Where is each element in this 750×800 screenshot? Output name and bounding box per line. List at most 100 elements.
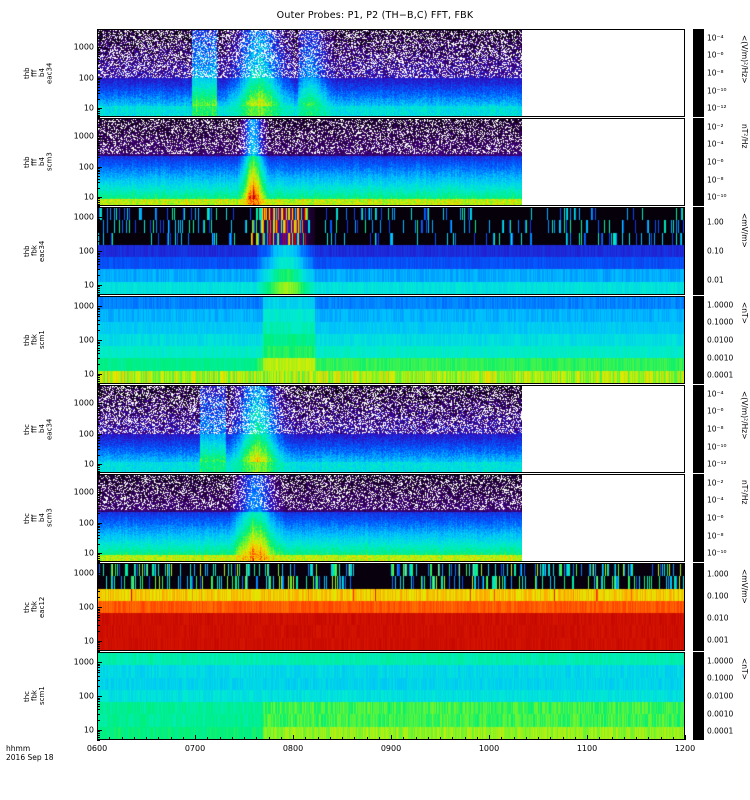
y-tick-mark — [97, 696, 102, 697]
x-tick-mark — [587, 735, 588, 740]
x-minor-tick — [477, 737, 478, 740]
panel-data-image — [98, 386, 522, 472]
y-minor-tick — [97, 254, 100, 256]
y-minor-tick — [97, 313, 100, 315]
colorbar-8 — [693, 652, 704, 740]
y-minor-tick — [97, 112, 100, 114]
x-minor-tick — [526, 737, 527, 740]
y-minor-tick — [97, 206, 100, 207]
y-minor-tick — [97, 252, 100, 254]
colorbar-tick-label: 10⁻⁴ — [707, 495, 724, 505]
y-tick-mark — [97, 196, 102, 198]
colorbar-tick-label: 10⁻² — [707, 478, 724, 488]
y-minor-tick — [97, 574, 100, 576]
y-minor-tick — [97, 198, 100, 200]
colorbar-1 — [693, 29, 704, 117]
y-minor-tick — [97, 78, 100, 80]
x-minor-tick — [673, 737, 674, 740]
colorbar-tick-label: 10⁻⁴ — [707, 33, 724, 43]
x-minor-tick — [354, 737, 355, 740]
colorbar-tick-label: 10⁻⁸ — [707, 68, 724, 78]
y-minor-tick — [97, 731, 100, 733]
y-tick-mark — [97, 306, 102, 308]
y-minor-tick — [97, 203, 100, 205]
y-minor-tick — [97, 531, 100, 533]
x-tick-label: 0800 — [282, 744, 304, 753]
y-tick-label: 100 — [78, 691, 94, 701]
colorbar-tick-label: 10⁻⁸ — [707, 531, 724, 541]
panel-data-image — [98, 653, 684, 739]
y-minor-tick — [97, 424, 100, 426]
x-minor-tick — [403, 737, 404, 740]
y-minor-tick — [97, 527, 100, 529]
y-minor-tick — [97, 345, 100, 347]
y-minor-tick — [97, 316, 100, 318]
y-tick-mark — [97, 433, 102, 435]
x-minor-tick — [158, 737, 159, 740]
y-tick-mark — [97, 373, 102, 375]
y-tick-label: 100 — [78, 73, 94, 83]
spectrogram-panel-6 — [97, 474, 685, 562]
y-minor-tick — [97, 59, 100, 61]
y-tick-label: 10 — [83, 103, 94, 113]
y-minor-tick — [97, 608, 100, 610]
y-tick-label: 1000 — [73, 301, 94, 311]
y-minor-tick — [97, 29, 100, 30]
y-tick-label: 100 — [78, 429, 94, 439]
y-minor-tick — [97, 63, 100, 65]
colorbar-tick-label: 1.000 — [707, 569, 729, 579]
panel-data-image — [98, 119, 522, 205]
y-minor-tick — [97, 477, 100, 479]
y-minor-tick — [97, 110, 100, 112]
y-tick-mark — [97, 573, 102, 575]
colorbar-tick-label: 10⁻⁶ — [707, 50, 724, 60]
colorbar-tick-label: 10⁻¹² — [707, 459, 727, 469]
y-tick-label: 100 — [78, 162, 94, 172]
y-minor-tick — [97, 323, 100, 325]
panel-data-image — [98, 475, 522, 561]
y-tick-label: 1000 — [73, 398, 94, 408]
colorbar-tick-label: 10⁻⁴ — [707, 389, 724, 399]
panel-data-image — [98, 30, 522, 116]
y-minor-tick — [97, 412, 100, 414]
y-minor-tick — [97, 80, 100, 82]
colorbar-tick-label: 1.00 — [707, 217, 724, 227]
colorbar-tick-label: 0.0010 — [707, 353, 734, 363]
y-minor-tick — [97, 642, 100, 644]
y-minor-tick — [97, 445, 100, 447]
y-minor-tick — [97, 737, 100, 739]
y-minor-tick — [97, 610, 100, 612]
y-minor-tick — [97, 557, 100, 559]
y-minor-tick — [97, 434, 100, 436]
y-minor-tick — [97, 630, 100, 632]
y-minor-tick — [97, 218, 100, 220]
colorbar-tick-label: 0.1000 — [707, 317, 734, 327]
y-minor-tick — [97, 222, 100, 224]
y-minor-tick — [97, 474, 100, 475]
y-minor-tick — [97, 288, 100, 290]
y-minor-tick — [97, 709, 100, 711]
colorbar-tick-label: 10⁻⁴ — [707, 139, 724, 149]
y-minor-tick — [97, 586, 100, 588]
y-minor-tick — [97, 504, 100, 506]
colorbar-tick-label: 10⁻¹⁰ — [707, 548, 727, 558]
colorbar-tick-label: 10⁻⁸ — [707, 175, 724, 185]
y-minor-tick — [97, 665, 100, 667]
colorbar-tick-label: 0.10 — [707, 246, 724, 256]
y-minor-tick — [97, 375, 100, 377]
y-minor-tick — [97, 576, 100, 578]
y-tick-mark — [97, 47, 102, 49]
y-tick-mark — [97, 403, 102, 405]
y-minor-tick — [97, 438, 100, 440]
y-minor-tick — [97, 140, 100, 142]
y-minor-tick — [97, 468, 100, 470]
y-minor-tick — [97, 406, 100, 408]
y-minor-tick — [97, 646, 100, 648]
y-minor-tick — [97, 145, 100, 147]
colorbar-tick-label: 0.0001 — [707, 370, 734, 380]
y-minor-tick — [97, 495, 100, 497]
y-minor-tick — [97, 295, 100, 296]
colorbar-unit-7: <mV/m> — [740, 569, 749, 604]
colorbar-tick-label: 0.0100 — [707, 691, 734, 701]
